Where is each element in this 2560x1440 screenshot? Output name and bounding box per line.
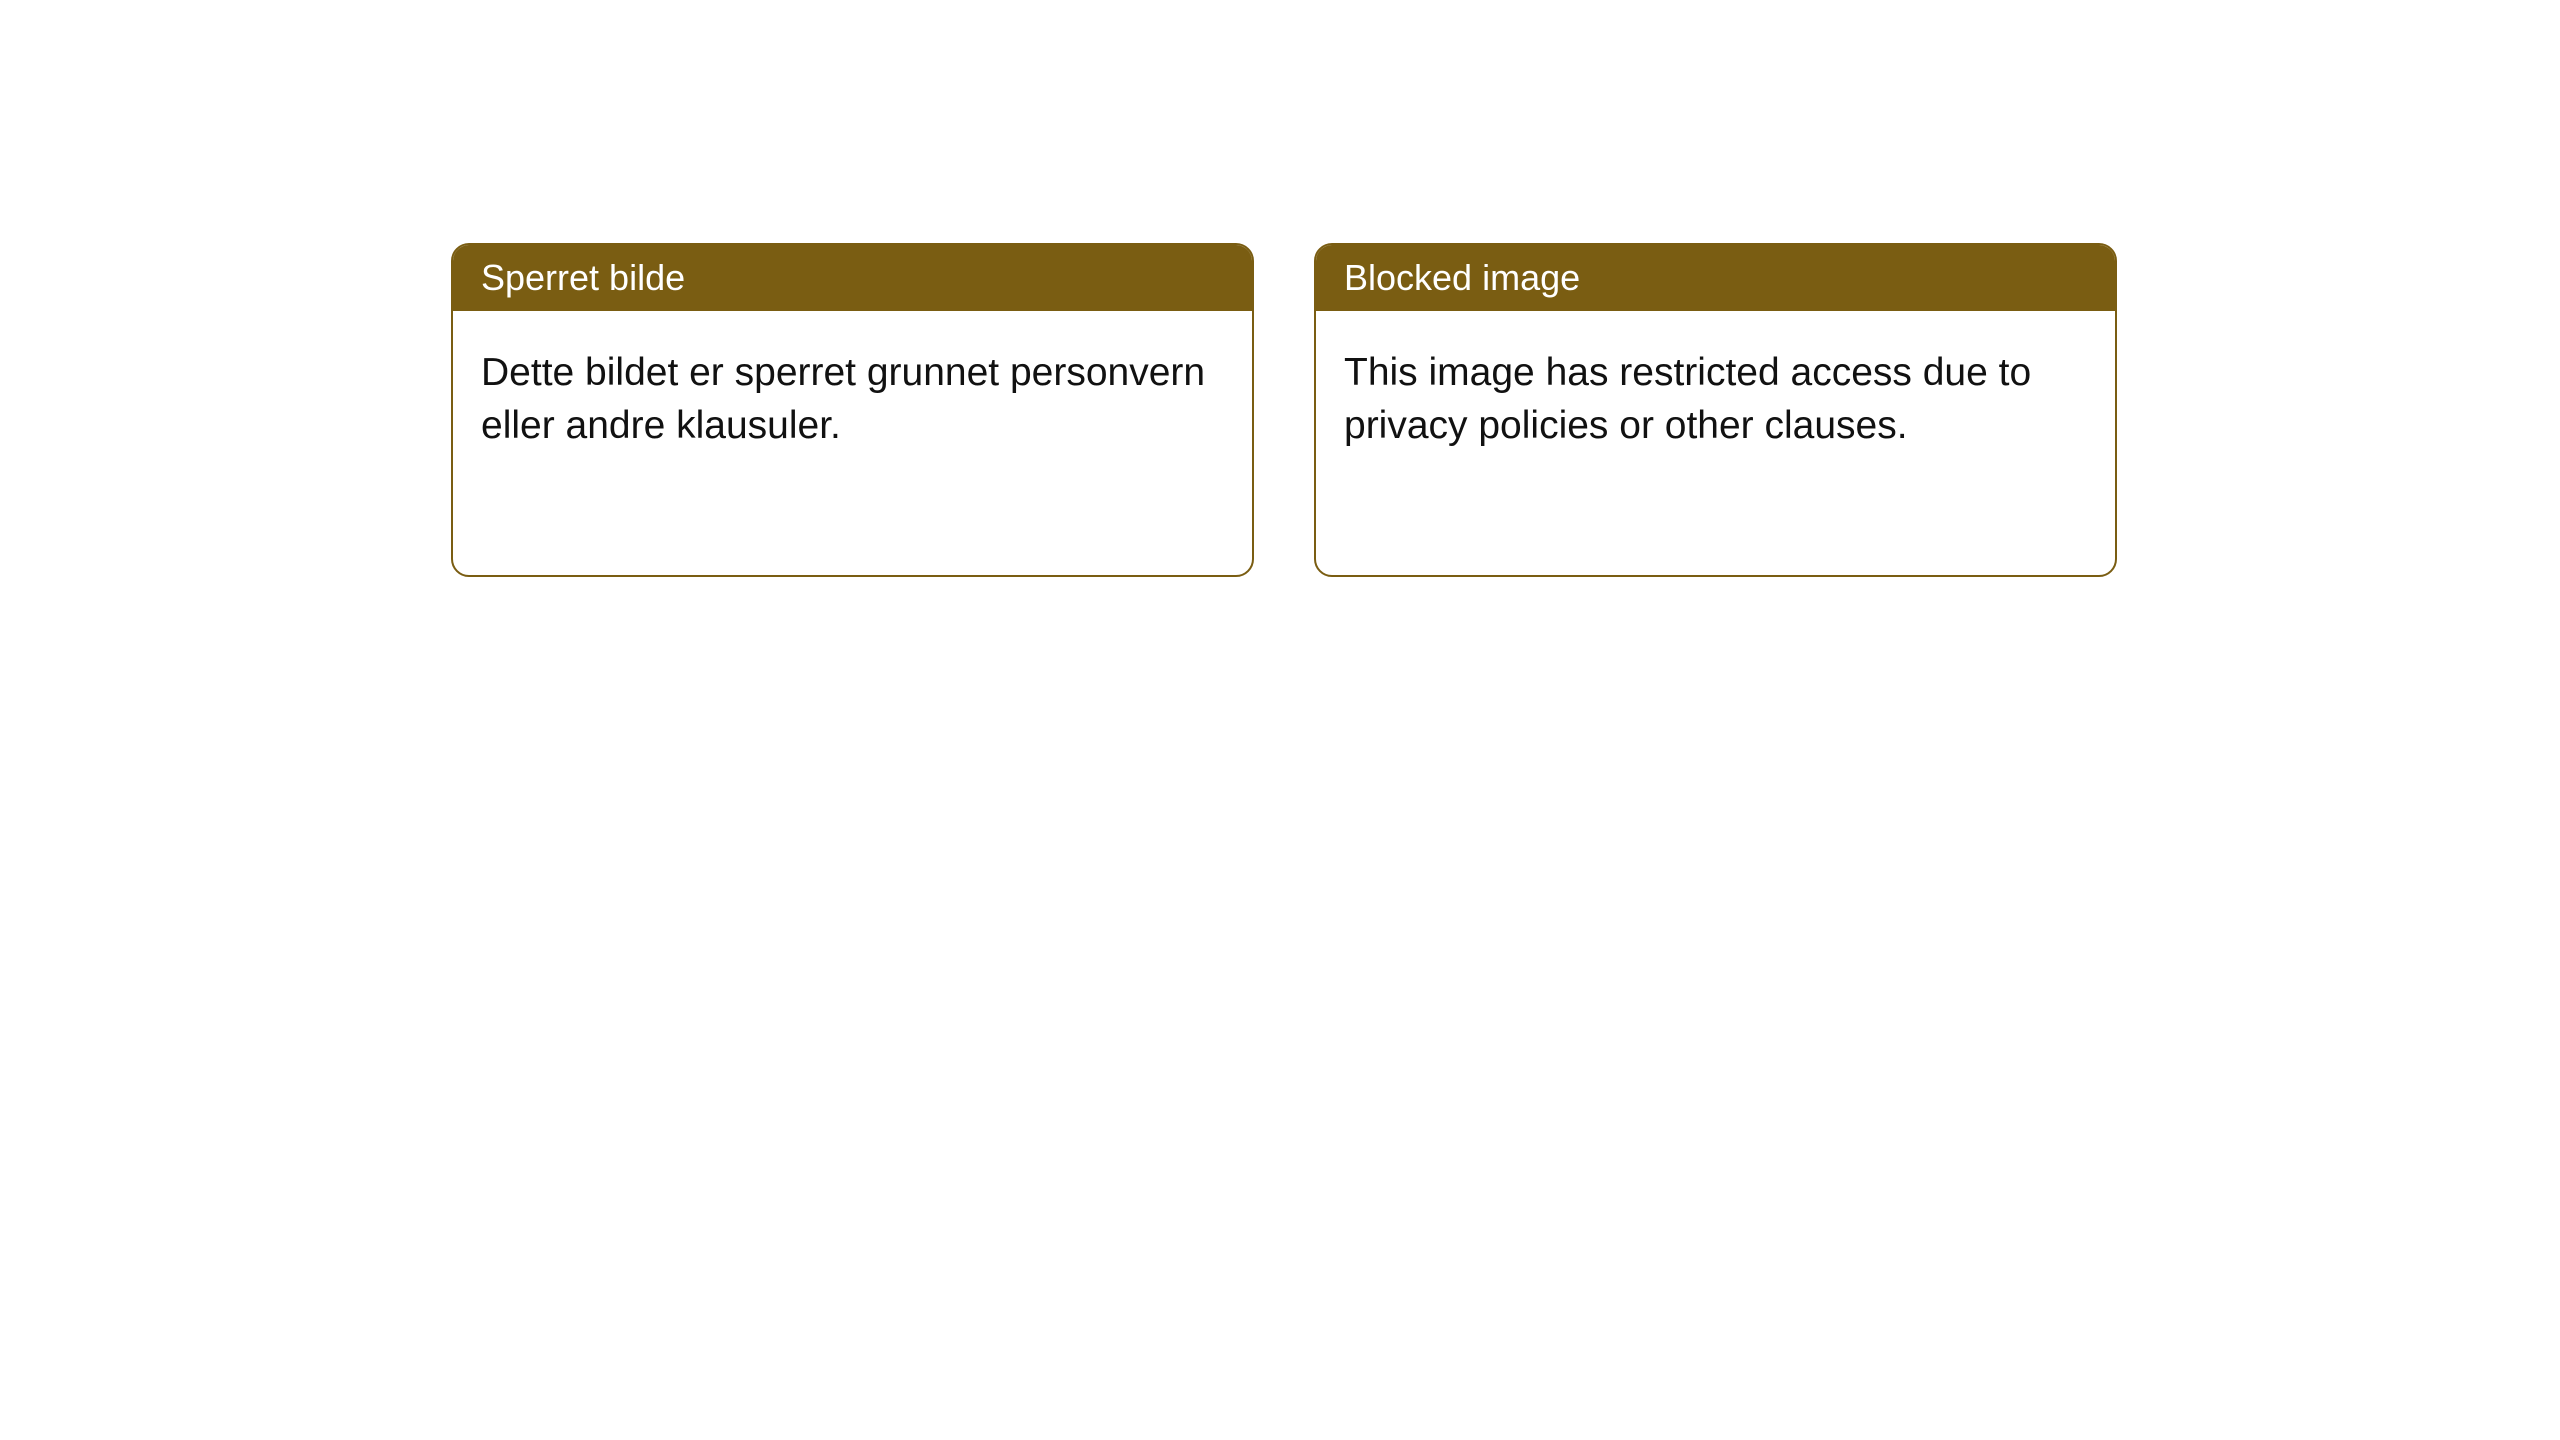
notice-card-norwegian: Sperret bilde Dette bildet er sperret gr… [451, 243, 1254, 577]
notice-body-en: This image has restricted access due to … [1316, 311, 2115, 488]
notice-title-en: Blocked image [1344, 257, 1580, 298]
notice-container: Sperret bilde Dette bildet er sperret gr… [0, 0, 2560, 577]
notice-text-nb: Dette bildet er sperret grunnet personve… [481, 351, 1205, 447]
notice-body-nb: Dette bildet er sperret grunnet personve… [453, 311, 1252, 488]
notice-header-nb: Sperret bilde [453, 245, 1252, 311]
notice-title-nb: Sperret bilde [481, 257, 685, 298]
notice-header-en: Blocked image [1316, 245, 2115, 311]
notice-text-en: This image has restricted access due to … [1344, 351, 2031, 447]
notice-card-english: Blocked image This image has restricted … [1314, 243, 2117, 577]
